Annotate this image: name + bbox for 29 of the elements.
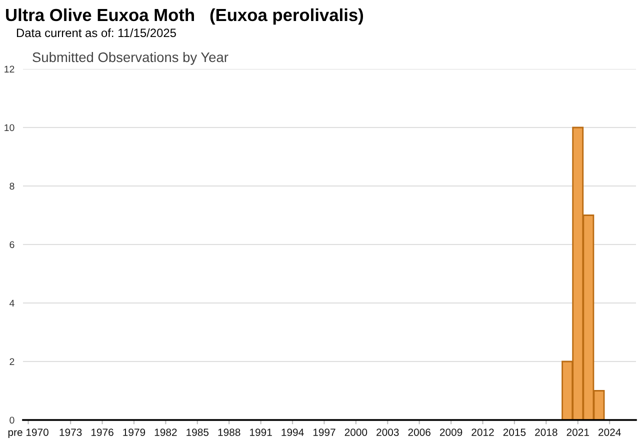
x-tick-label: 2000 (344, 428, 368, 436)
y-tick-label: 6 (10, 241, 14, 248)
x-tick-label: 1973 (60, 428, 82, 436)
x-tick-label: 1997 (313, 428, 336, 436)
x-tick-label: 1979 (123, 428, 146, 436)
y-tick-label: 8 (10, 182, 14, 190)
x-tick-label: 2003 (376, 428, 399, 436)
x-tick-label: 1982 (154, 428, 177, 436)
x-tick-label: 1991 (250, 428, 272, 436)
x-tick-label: 2024 (598, 428, 621, 436)
x-tick-label: 2021 (566, 428, 589, 436)
x-tick-label: 2006 (408, 428, 430, 436)
x-tick-label: 1988 (218, 428, 240, 436)
x-tick-label: 1976 (91, 428, 114, 436)
y-tick-label: 10 (4, 124, 14, 132)
y-tick-label: 2 (10, 358, 14, 366)
x-tick-label: 2012 (472, 428, 494, 436)
x-tick-label: 2015 (503, 428, 526, 436)
chart-title: Ultra Olive Euxoa Moth (Euxoa perolivalis) (6, 8, 364, 25)
x-tick-label: pre 1970 (8, 428, 48, 438)
x-tick-label: 1994 (282, 428, 304, 436)
y-tick-label: 0 (10, 416, 14, 424)
y-tick-label: 12 (4, 66, 14, 73)
x-tick-label: 2018 (535, 428, 558, 436)
chart-subtitle: Data current as of: 11/15/2025 (16, 28, 176, 38)
x-tick-label: 2009 (440, 428, 462, 436)
x-tick-label: 1985 (186, 428, 209, 436)
text: Submitted Observations by Year (32, 52, 228, 65)
y-tick-label: 4 (9, 300, 14, 307)
